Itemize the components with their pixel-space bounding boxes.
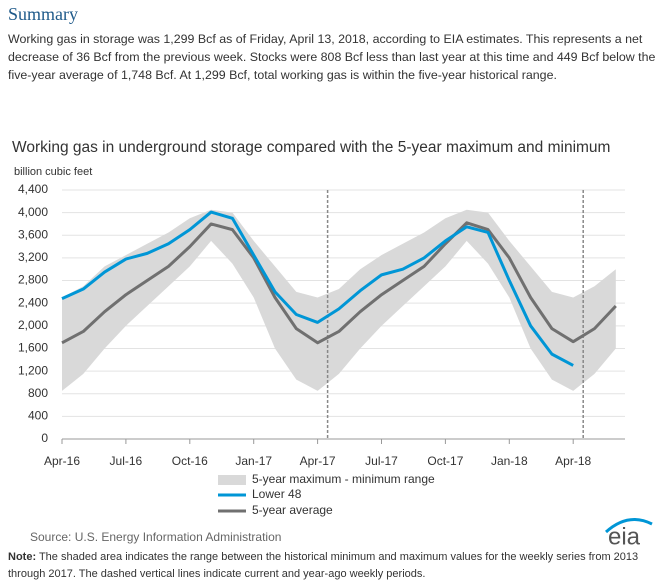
legend-label: 5-year average bbox=[252, 503, 333, 517]
x-tick-label: Jul-17 bbox=[365, 454, 398, 468]
chart-title: Working gas in underground storage compa… bbox=[12, 139, 610, 156]
y-tick-label: 4,400 bbox=[18, 182, 48, 196]
y-tick-label: 2,400 bbox=[18, 295, 48, 309]
y-axis-label: billion cubic feet bbox=[14, 166, 92, 178]
range-area bbox=[62, 209, 616, 391]
y-tick-label: 3,200 bbox=[18, 250, 48, 264]
x-tick-label: Oct-16 bbox=[172, 454, 208, 468]
y-tick-label: 3,600 bbox=[18, 227, 48, 241]
y-tick-label: 1,200 bbox=[18, 363, 48, 377]
y-tick-label: 0 bbox=[41, 431, 48, 445]
x-tick-label: Jul-16 bbox=[110, 454, 143, 468]
logo-arc bbox=[604, 518, 653, 534]
x-tick-label: Jan-18 bbox=[491, 454, 528, 468]
eia-logo: eia bbox=[604, 518, 653, 550]
summary-text: Working gas in storage was 1,299 Bcf as … bbox=[8, 32, 656, 82]
y-tick-label: 2,800 bbox=[18, 273, 48, 287]
logo-text: eia bbox=[608, 523, 641, 550]
y-tick-label: 800 bbox=[28, 386, 48, 400]
legend-label: 5-year maximum - minimum range bbox=[252, 472, 435, 486]
x-tick-label: Apr-18 bbox=[555, 454, 591, 468]
summary-title: Summary bbox=[8, 4, 78, 24]
y-tick-label: 4,000 bbox=[18, 205, 48, 219]
note-text: The shaded area indicates the range betw… bbox=[8, 551, 639, 580]
legend-label: Lower 48 bbox=[252, 487, 302, 501]
x-tick-label: Jan-17 bbox=[235, 454, 272, 468]
series-line bbox=[61, 210, 574, 367]
x-tick-label: Apr-17 bbox=[300, 454, 336, 468]
source: Source: U.S. Energy Information Administ… bbox=[30, 530, 282, 544]
series-line bbox=[61, 221, 617, 345]
x-tick-label: Oct-17 bbox=[427, 454, 463, 468]
x-tick-label: Apr-16 bbox=[44, 454, 80, 468]
y-tick-label: 1,600 bbox=[18, 341, 48, 355]
chart: Working gas in underground storage compa… bbox=[12, 139, 625, 517]
y-tick-label: 2,000 bbox=[18, 318, 48, 332]
y-tick-label: 400 bbox=[28, 409, 48, 423]
note-label: Note: bbox=[8, 551, 37, 563]
note: Note: The shaded area indicates the rang… bbox=[8, 549, 658, 583]
legend-swatch bbox=[218, 475, 246, 485]
